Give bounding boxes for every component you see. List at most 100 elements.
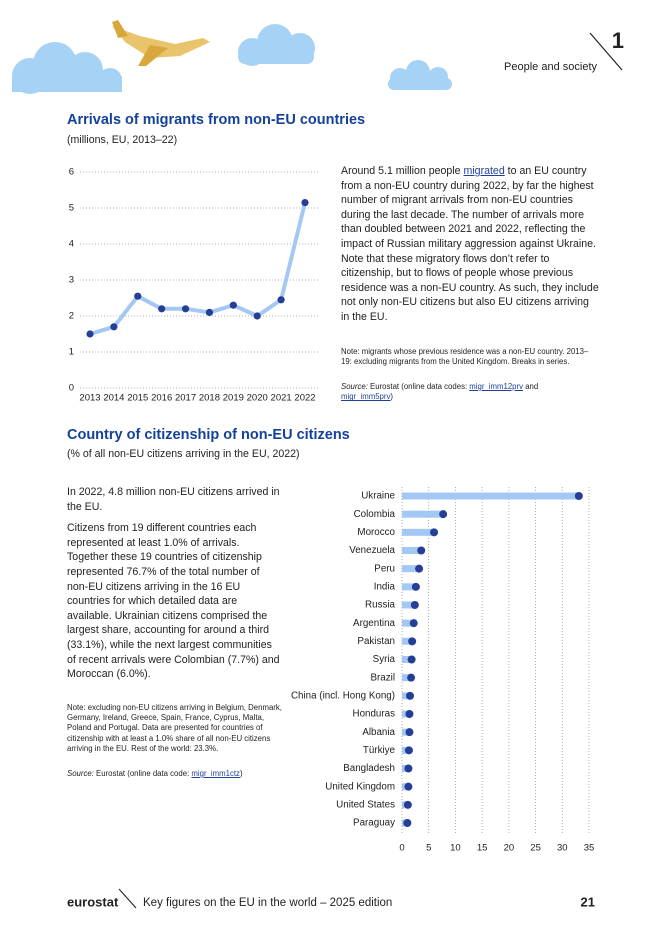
bar-end-marker	[404, 782, 413, 791]
bar-end-marker	[404, 764, 413, 773]
note: Note: excluding non-EU citizens arriving…	[67, 703, 282, 753]
bar-end-marker	[430, 528, 439, 537]
bar	[402, 637, 413, 645]
category-label: United States	[336, 799, 395, 810]
point	[277, 296, 285, 304]
bar-end-marker	[404, 746, 413, 755]
text: )	[390, 392, 393, 402]
link[interactable]: migr_imm12prv	[469, 382, 524, 391]
bar	[402, 583, 416, 591]
link[interactable]: migr_imm1ctz	[191, 769, 240, 778]
category-label: Paraguay	[353, 818, 395, 829]
bar	[402, 528, 435, 536]
y-tick-label: 2	[69, 311, 74, 322]
link[interactable]: migr_imm5prv	[341, 392, 391, 402]
category-label: Honduras	[353, 709, 396, 720]
link[interactable]: migrated	[463, 165, 505, 177]
point	[110, 323, 118, 331]
x-tick-label: 2021	[271, 393, 292, 404]
text: Around 5.1 million people	[341, 165, 464, 177]
text: Eurostat (online data code:	[93, 769, 192, 778]
y-tick-label: 1	[69, 347, 74, 358]
bar	[402, 692, 411, 700]
section-number: 1	[612, 28, 624, 53]
x-tick-label: 2016	[151, 393, 172, 404]
category-label: Türkiye	[363, 745, 396, 756]
point	[134, 292, 142, 300]
chart-subtitle: (% of all non-EU citizens arriving in th…	[67, 448, 300, 460]
note: Note: migrants whose previous residence …	[341, 347, 589, 367]
y-tick-label: 5	[69, 203, 74, 214]
bar	[402, 565, 420, 573]
category-label: Pakistan	[357, 636, 395, 647]
section-marker	[589, 32, 623, 71]
bar	[402, 674, 412, 682]
category-label: Venezuela	[349, 545, 395, 556]
category-label: Albania	[362, 727, 395, 738]
x-tick-label: 20	[504, 843, 515, 854]
x-tick-label: 10	[450, 843, 461, 854]
category-label: Brazil	[371, 672, 396, 683]
section-name: People and society	[504, 61, 597, 73]
x-tick-label: 30	[557, 843, 568, 854]
category-label: Peru	[374, 563, 395, 574]
chart-title: Arrivals of migrants from non-EU countri…	[67, 112, 366, 128]
point	[229, 301, 237, 309]
bar	[402, 547, 422, 554]
y-tick-label: 4	[69, 239, 74, 250]
footer-slash	[118, 888, 137, 909]
category-label: India	[374, 581, 396, 592]
bar-end-marker	[407, 655, 416, 664]
bar-end-marker	[439, 510, 448, 519]
x-tick-label: 2013	[79, 393, 100, 404]
bar	[402, 656, 412, 663]
y-tick-label: 0	[69, 383, 74, 394]
bar	[402, 510, 444, 518]
page-number: 21	[581, 894, 595, 909]
bar-end-marker	[408, 637, 417, 646]
body-text: Around 5.1 million people migrated to an…	[341, 164, 599, 325]
point	[181, 305, 190, 313]
bar-end-marker	[411, 582, 420, 591]
bar-end-marker	[417, 546, 426, 555]
text: and	[523, 382, 539, 391]
x-tick-label: 35	[584, 843, 595, 854]
y-tick-label: 6	[69, 167, 74, 178]
body-text: In 2022, 4.8 million non-EU citizens arr…	[67, 485, 282, 689]
bar-end-marker	[407, 673, 416, 682]
point	[205, 308, 214, 316]
point	[301, 199, 309, 207]
category-label: Bangladesh	[343, 763, 395, 774]
text: to an EU country from a non-EU country d…	[341, 165, 599, 323]
category-label: Syria	[373, 654, 396, 665]
y-tick-label: 3	[69, 275, 74, 286]
category-label: Morocco	[357, 527, 395, 538]
bar-end-marker	[574, 492, 583, 500]
source: Source: Eurostat (online data code: migr…	[67, 769, 282, 779]
x-tick-label: 2022	[294, 393, 315, 404]
x-tick-label: 2014	[103, 393, 124, 404]
bar	[402, 601, 415, 609]
category-label: China (incl. Hong Kong)	[291, 690, 395, 701]
x-tick-label: 2015	[127, 393, 148, 404]
category-label: Russia	[365, 600, 395, 611]
bar-end-marker	[409, 619, 418, 628]
footer-publication: Key figures on the EU in the world – 202…	[143, 897, 392, 909]
x-tick-label: 5	[426, 843, 431, 854]
x-tick-label: 25	[530, 843, 541, 854]
bar	[402, 492, 579, 500]
point	[253, 312, 261, 320]
source: Source: Eurostat (online data codes: mig…	[341, 382, 591, 402]
x-tick-label: 2018	[199, 393, 220, 404]
footer-brand: eurostat	[67, 894, 119, 909]
category-label: Ukraine	[361, 491, 395, 502]
bar-end-marker	[403, 800, 412, 809]
bar	[402, 619, 414, 627]
category-label: United Kingdom	[325, 781, 395, 792]
text: )	[239, 769, 243, 778]
x-tick-label: 2020	[247, 393, 268, 404]
line	[89, 202, 307, 336]
chart-title: Country of citizenship of non-EU citizen…	[67, 427, 350, 443]
